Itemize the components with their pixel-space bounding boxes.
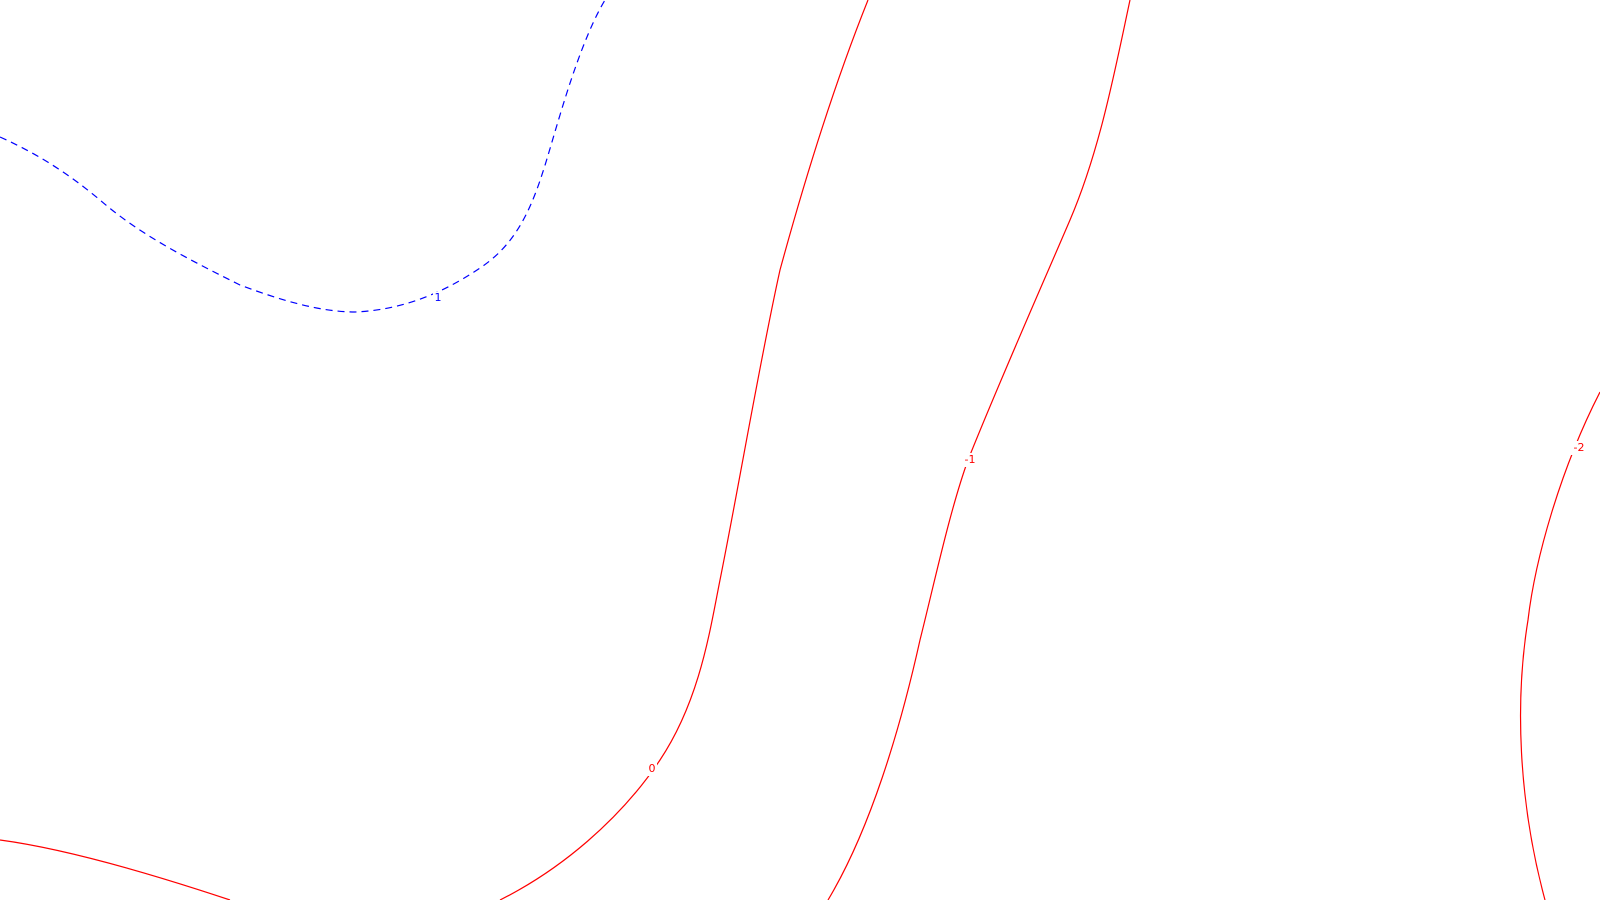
contour-0-left-line [0,839,231,900]
contour-0: 0 [499,0,869,900]
contour-neg1: -1 [827,0,1131,900]
contour-neg2-label-bg [1571,441,1587,455]
contour-neg2: -2 [1519,391,1600,900]
contour-neg2-label: -2 [1574,441,1585,454]
contour-neg1-label-bg [962,453,978,467]
contour-0-left [0,839,231,900]
contour-1-label: 1 [435,291,442,304]
contour-1: 1 [0,0,606,313]
contour-0-line [499,0,869,900]
contour-neg2-line [1519,391,1600,900]
contour-1-label-bg [433,292,443,304]
contour-0-label: 0 [649,762,656,775]
contour-0-label-bg [647,762,657,776]
contour-1-line [0,0,606,313]
contour-neg1-label: -1 [965,453,976,466]
